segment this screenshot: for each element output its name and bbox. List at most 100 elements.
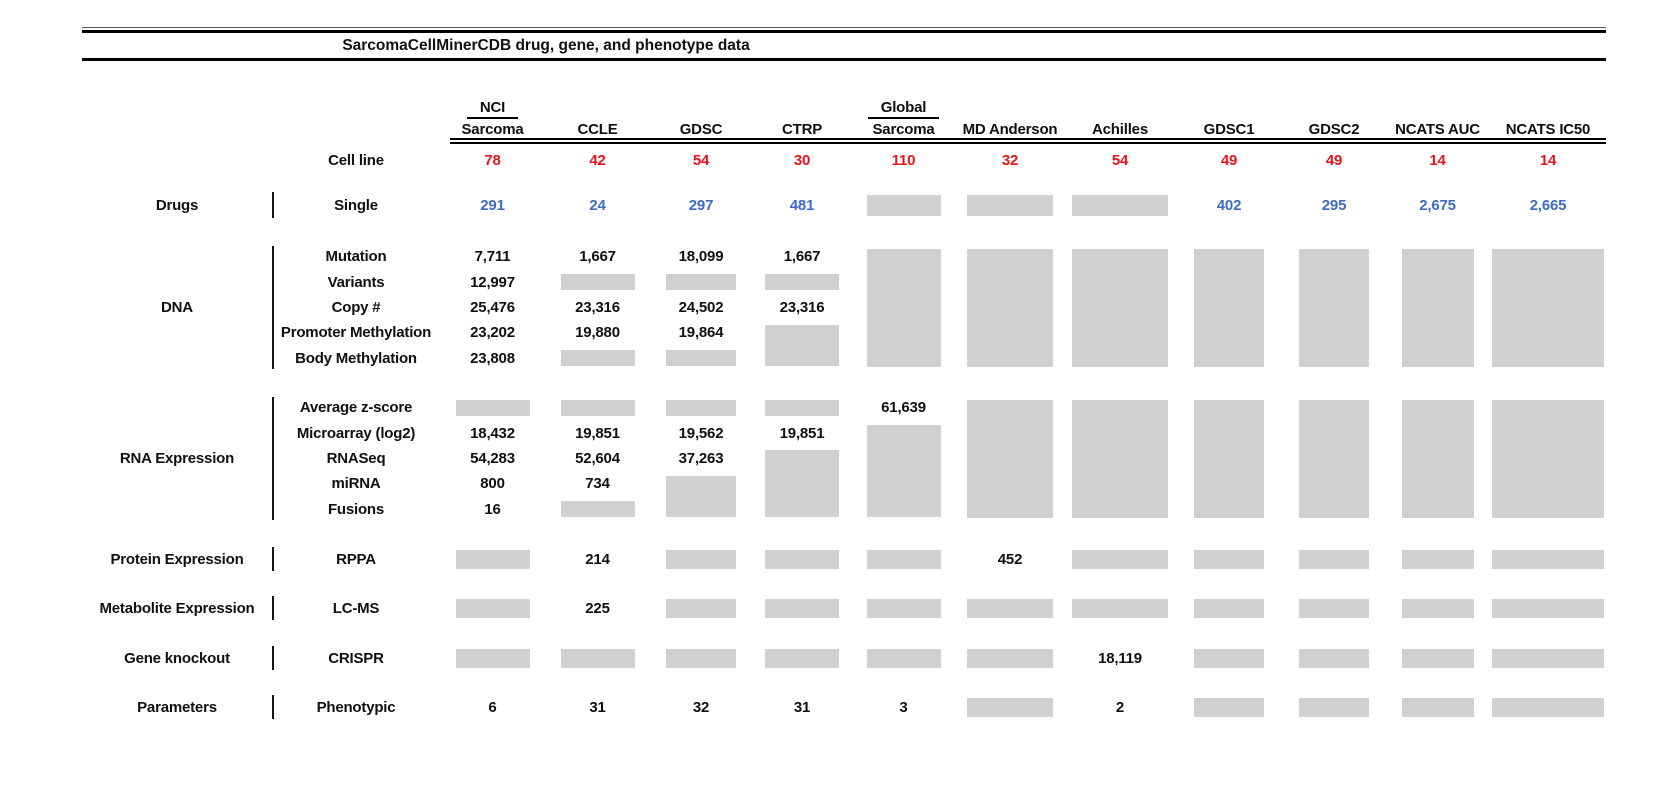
no-data-box [866,549,941,569]
no-data-box [1072,194,1168,216]
category-label: Drugs [155,196,199,214]
no-data-box [666,648,736,668]
row-label: Body Methylation [295,349,417,367]
value-cell: 19,851 [779,424,825,442]
category-label: Parameters [137,698,217,716]
no-data-box [765,324,839,367]
column-header-label: CTRP [781,121,823,138]
no-data-box [765,648,839,668]
column-header: NCATS IC50 [1490,84,1606,138]
title-rule-top-thin [82,27,1606,28]
value-cell: 1,667 [783,248,821,266]
category-label: RNA Expression [119,450,235,467]
category-divider-bar [272,547,274,571]
category-label: Gene knockout [124,649,230,667]
value-cell: 31 [589,698,606,716]
no-data-box [866,248,941,367]
no-data-box [455,648,530,668]
no-data-box [560,273,635,291]
no-data-box [967,598,1053,618]
value-cell: 23,808 [470,349,515,367]
no-data-box [560,399,635,416]
no-data-box [967,399,1053,518]
no-data-box [1072,598,1168,618]
no-data-box [1299,248,1369,367]
value-cell: 7,711 [474,248,511,266]
column-header: NCI Sarcoma [440,84,545,138]
value-cell: 6 [488,698,497,716]
value-cell: 214 [585,550,610,568]
header-underline-1 [450,138,1606,140]
no-data-box [1299,697,1369,717]
cell-line-count: 49 [1325,151,1343,169]
value-cell: 18,432 [470,424,515,442]
column-header-label: Sarcoma [461,121,524,138]
no-data-box [967,194,1053,216]
no-data-box [455,598,530,618]
value-cell: 19,864 [678,324,724,342]
no-data-box [1194,399,1264,518]
no-data-box [666,399,736,416]
value-cell: 52,604 [575,449,620,467]
column-header: Achilles [1065,84,1175,138]
no-data-box [1492,399,1604,518]
column-header-label: Achilles [1092,121,1148,138]
no-data-box [866,194,941,216]
title-rule-bottom [82,58,1606,61]
value-cell: 32 [692,698,710,716]
cell-line-count: 54 [692,151,710,169]
no-data-box [1072,248,1168,367]
no-data-box [765,450,839,518]
column-header: GDSC2 [1283,84,1385,138]
row-label: Average z-score [299,399,413,417]
no-data-box [1299,648,1369,668]
cell-line-count: 49 [1220,151,1238,169]
row-label: RNASeq [326,449,386,467]
no-data-box [1401,399,1474,518]
no-data-box [765,399,839,416]
value-cell: 452 [997,550,1023,568]
no-data-box [765,273,839,291]
title-rule-top [82,30,1606,33]
row-label: Promoter Methylation [280,324,432,342]
column-header-label: GDSC1 [1203,121,1255,138]
no-data-box [1401,549,1474,569]
row-label: Single [334,196,378,214]
cell-line-count: 42 [589,151,606,169]
no-data-box [1299,598,1369,618]
row-label: Mutation [325,248,387,266]
row-label: Variants [327,273,385,291]
column-header: CTRP [752,84,852,138]
no-data-box [666,273,736,291]
cell-line-count: 54 [1111,151,1129,169]
no-data-box [1194,648,1264,668]
column-header-label: GDSC2 [1308,121,1360,138]
no-data-box [666,549,736,569]
value-cell: 2 [1115,698,1125,716]
category-divider-bar [272,397,274,520]
category-divider-bar [272,646,274,670]
value-cell: 225 [585,599,610,617]
no-data-box [1492,648,1604,668]
value-cell: 37,263 [678,449,724,467]
no-data-box [967,248,1053,367]
value-cell: 295 [1321,196,1347,214]
column-header-label: CCLE [577,121,618,138]
value-cell: 19,851 [575,424,620,442]
category-divider-bar [272,246,274,369]
row-label: Fusions [327,500,385,518]
column-header: NCATS AUC [1385,84,1490,138]
header-underline-2 [450,142,1606,144]
figure-title: SarcomaCellMinerCDB drug, gene, and phen… [82,35,1010,57]
value-cell: 734 [585,475,610,493]
no-data-box [666,350,736,367]
no-data-box [455,399,530,416]
value-cell: 291 [480,196,505,214]
no-data-box [765,549,839,569]
no-data-box [560,648,635,668]
no-data-box [1401,248,1474,367]
category-label: Metabolite Expression [99,599,255,617]
value-cell: 402 [1216,196,1242,214]
column-header: MD Anderson [955,84,1065,138]
cell-line-count: 110 [891,151,916,169]
